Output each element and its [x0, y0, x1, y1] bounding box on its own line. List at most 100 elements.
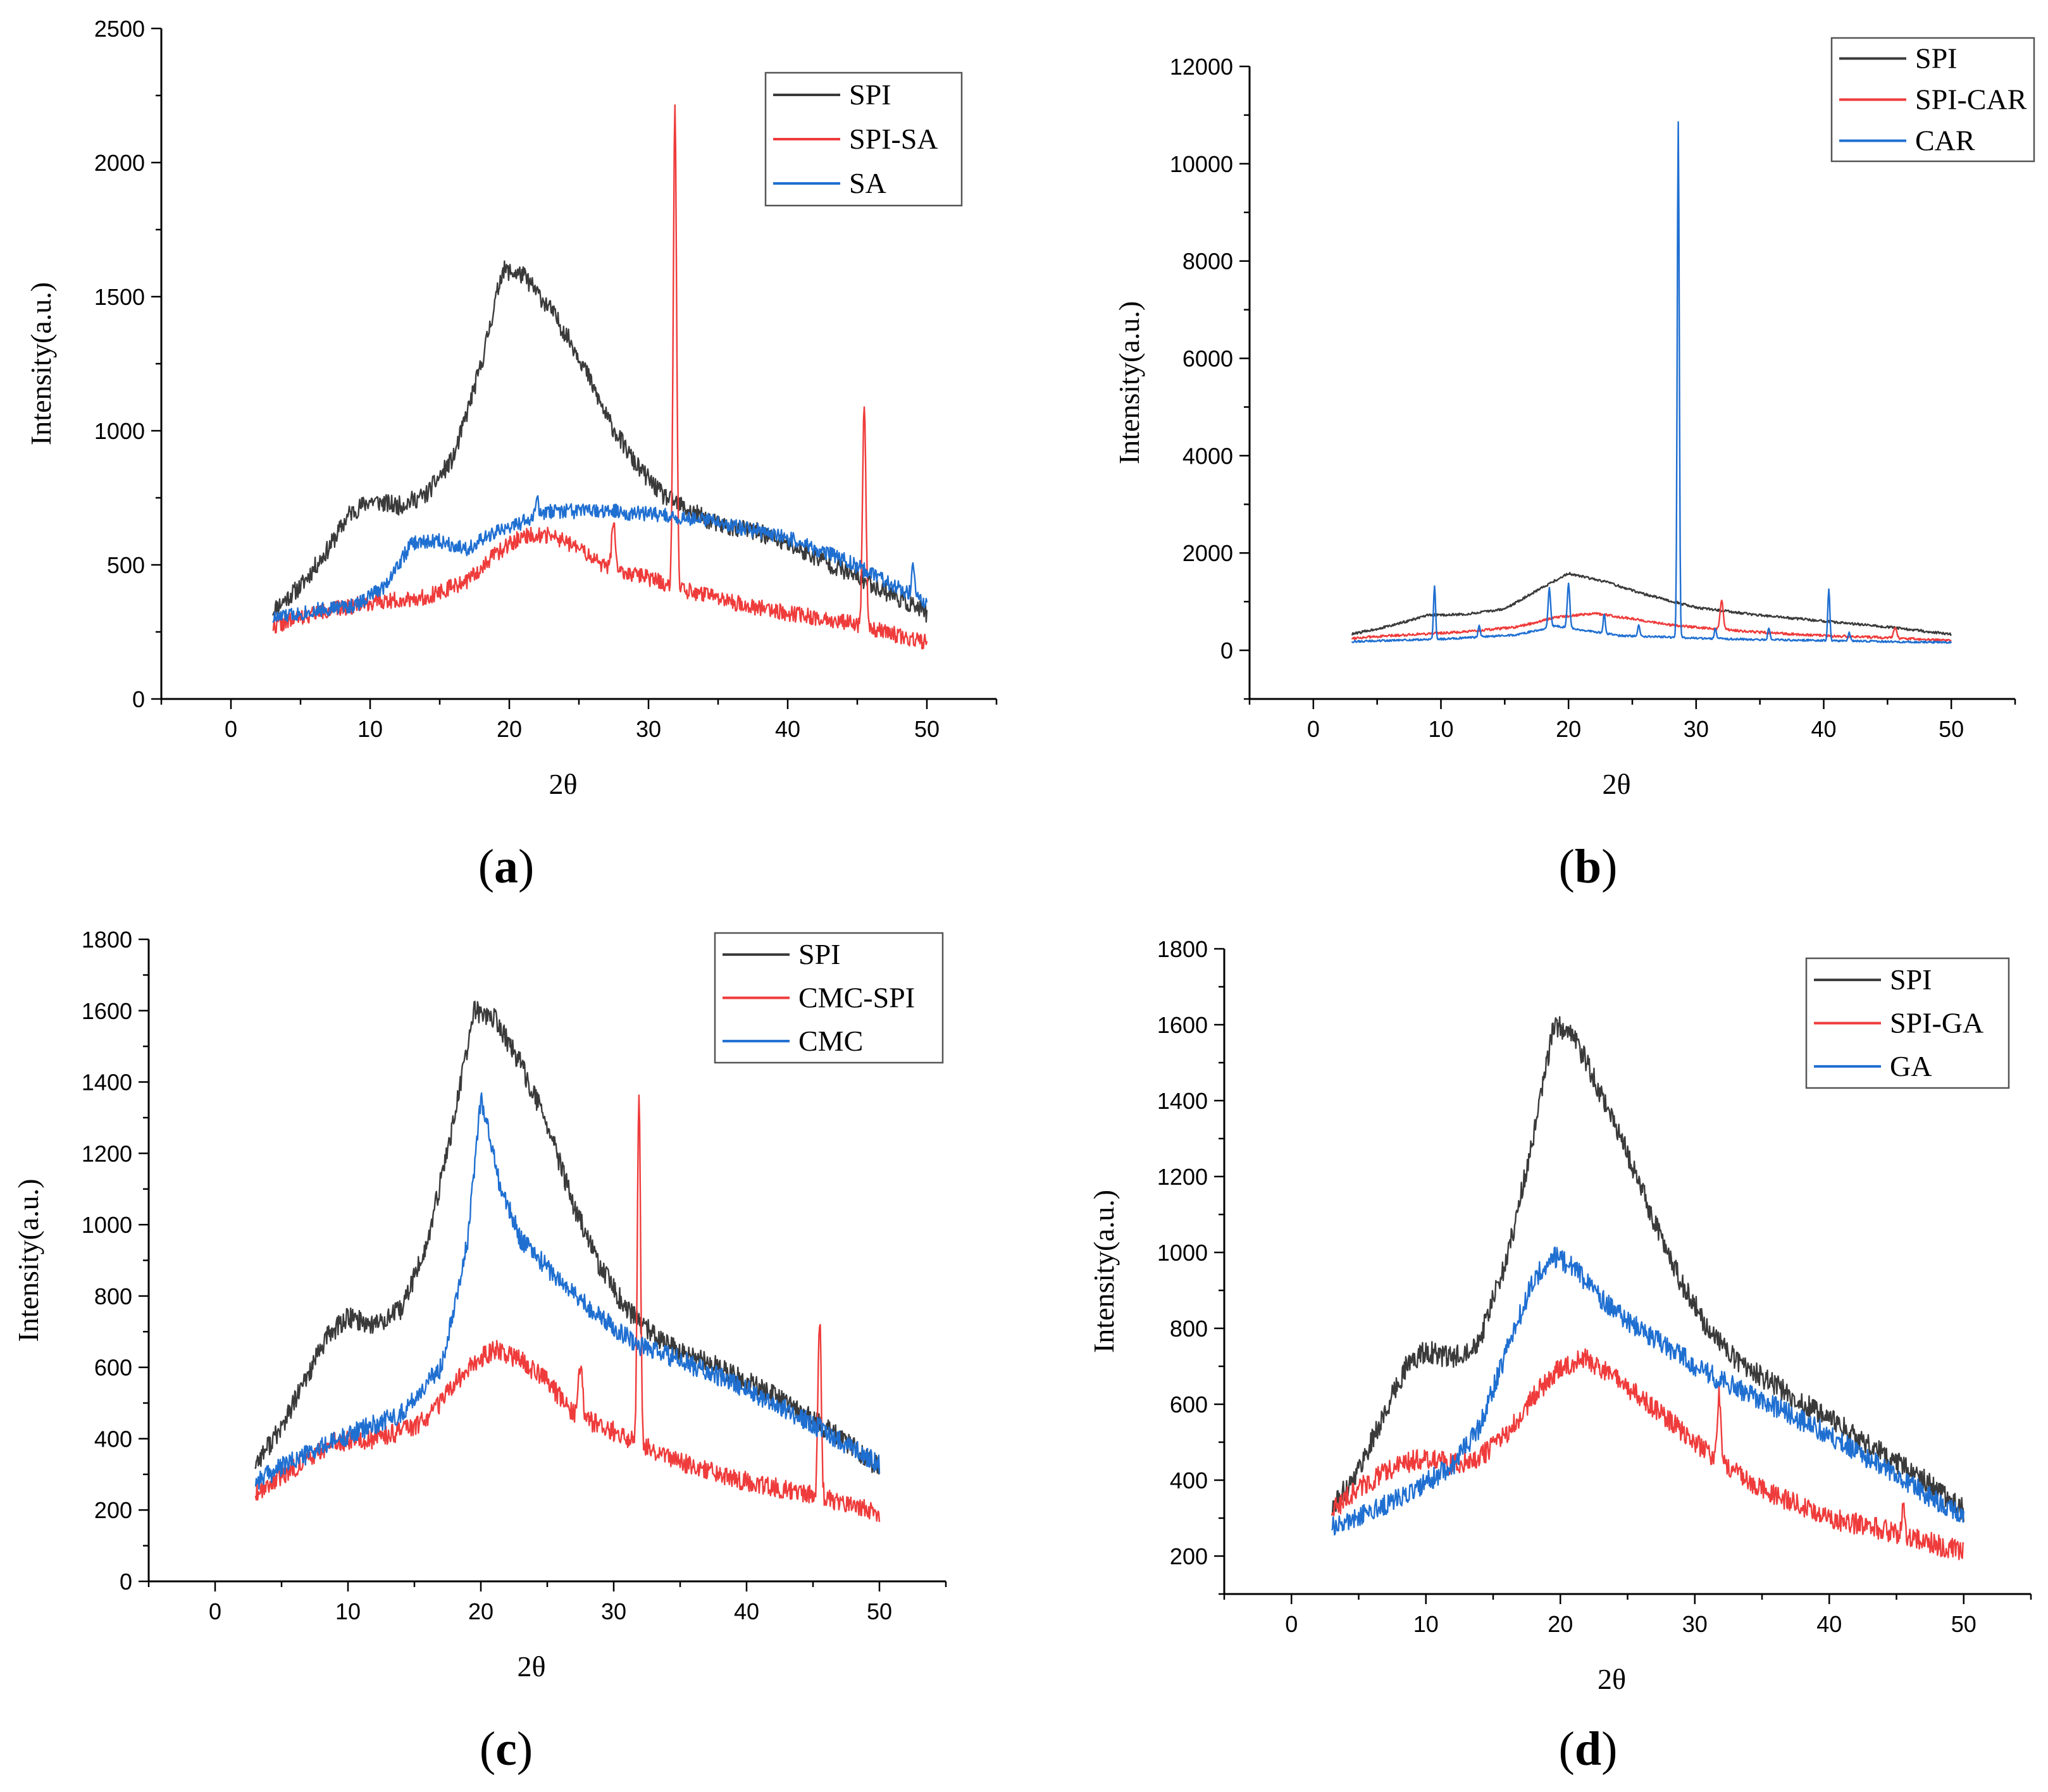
y-tick-label: 400: [1170, 1468, 1208, 1493]
panel-caption: (c): [480, 1722, 533, 1776]
y-tick-label: 1400: [82, 1070, 132, 1096]
y-axis-label: Intensity(a.u.): [1088, 1190, 1120, 1353]
y-tick-label: 2500: [94, 16, 145, 42]
panel-caption: (d): [1559, 1722, 1618, 1776]
x-tick-label: 0: [1307, 716, 1320, 742]
y-tick-label: 1800: [82, 927, 132, 953]
legend-label: CMC: [798, 1025, 863, 1057]
x-tick-label: 30: [601, 1598, 626, 1624]
x-tick-label: 10: [357, 716, 383, 742]
y-tick-label: 1200: [82, 1140, 132, 1166]
y-tick-label: 600: [94, 1355, 132, 1381]
y-tick-label: 1200: [1157, 1164, 1208, 1190]
legend-label: SPI: [849, 78, 891, 111]
panel-caption: (b): [1559, 840, 1618, 893]
panel-c: 0 10 20 30 40 50 0 200 400 600 800 1000 1200 1400 1600…: [12, 927, 947, 1776]
panel-d: 0 10 20 30 40 50 200 400 600 800 1000 1200 1400 1600 1…: [1088, 936, 2032, 1776]
legend: SPI SPI-SA SA: [764, 71, 963, 207]
y-tick-label: 1000: [94, 418, 145, 444]
x-tick-label: 20: [497, 716, 522, 742]
series-group: [1351, 121, 1952, 645]
x-tick-label: 40: [775, 716, 800, 742]
legend-label: CMC-SPI: [798, 982, 915, 1014]
x-axis-label: 2θ: [1598, 1663, 1626, 1695]
y-axis-label: Intensity(a.u.): [25, 282, 57, 445]
legend: SPI CMC-SPI CMC: [714, 932, 944, 1064]
x-axis-label: 2θ: [517, 1650, 545, 1683]
x-tick-label: 50: [914, 716, 940, 742]
series-line-ga: [1331, 1246, 1964, 1536]
series-line-sa: [272, 495, 928, 623]
y-tick-label: 2000: [94, 150, 145, 176]
series-line-spi: [1351, 572, 1952, 636]
x-tick-label: 10: [1428, 716, 1453, 742]
y-tick-label: 1000: [1157, 1240, 1208, 1266]
x-tick-label: 20: [1556, 716, 1581, 742]
panel-a: 0 10 20 30 40 50050010001500200025002θIntensi…: [25, 16, 998, 893]
y-tick-label: 4000: [1182, 443, 1233, 469]
y-tick-label: 500: [107, 552, 145, 578]
x-tick-label: 50: [1939, 716, 1964, 742]
panel-b: 0 10 20 30 40 50 0 2000 4000 6000 8000 10000 12000 2θ…: [1113, 37, 2035, 893]
y-tick-label: 800: [1170, 1316, 1208, 1342]
y-tick-label: 1500: [94, 284, 145, 310]
x-tick-label: 20: [468, 1598, 493, 1624]
y-tick-label: 400: [94, 1426, 132, 1452]
x-tick-label: 50: [1951, 1611, 1977, 1637]
series-line-car: [1351, 121, 1952, 645]
x-tick-label: 0: [209, 1598, 221, 1624]
x-axis-label: 2θ: [1602, 768, 1630, 800]
series-line-cmc: [254, 1092, 881, 1490]
legend-label: SPI-CAR: [1915, 83, 2027, 116]
x-tick-label: 0: [1285, 1611, 1298, 1637]
y-axis-label: Intensity(a.u.): [1113, 301, 1145, 464]
x-tick-label: 40: [1816, 1611, 1842, 1637]
legend-label: CAR: [1915, 125, 1975, 157]
x-tick-label: 40: [1811, 716, 1836, 742]
series-group: [254, 1001, 881, 1523]
x-axis-label: 2θ: [549, 768, 577, 800]
legend: SPI SPI-GA GA: [1805, 957, 2010, 1089]
y-tick-label: 2000: [1182, 540, 1233, 566]
legend-label: SPI: [1890, 963, 1932, 996]
y-tick-label: 800: [94, 1283, 132, 1309]
y-tick-label: 600: [1170, 1392, 1208, 1418]
x-tick-label: 30: [1682, 1611, 1708, 1637]
x-tick-label: 20: [1548, 1611, 1573, 1637]
x-tick-label: 50: [867, 1598, 892, 1624]
y-axis-label: Intensity(a.u.): [12, 1178, 44, 1342]
y-tick-label: 200: [94, 1497, 132, 1523]
y-tick-label: 1400: [1157, 1088, 1208, 1114]
legend-label: SPI-SA: [849, 123, 938, 155]
legend: SPI SPI-CAR CAR: [1830, 37, 2035, 163]
series-group: [1331, 1016, 1964, 1560]
legend-label: SPI-GA: [1890, 1007, 1983, 1039]
y-tick-label: 12000: [1170, 54, 1233, 80]
series-line-spi-car: [1351, 599, 1952, 642]
series-line-spi-ga: [1331, 1348, 1964, 1560]
x-tick-label: 0: [225, 716, 237, 742]
series-line-cmc-spi: [254, 1094, 881, 1523]
series-line-spi: [254, 1001, 880, 1475]
y-tick-label: 10000: [1170, 151, 1233, 177]
x-tick-label: 10: [335, 1598, 361, 1624]
y-tick-label: 6000: [1182, 346, 1233, 372]
series-line-spi: [271, 260, 928, 623]
y-tick-label: 8000: [1182, 249, 1233, 275]
legend-label: SPI: [1915, 42, 1957, 75]
y-tick-label: 200: [1170, 1543, 1208, 1569]
x-tick-label: 10: [1413, 1611, 1439, 1637]
y-tick-label: 1600: [82, 998, 132, 1024]
y-tick-label: 0: [1220, 638, 1233, 664]
series-group: [271, 104, 928, 650]
y-tick-label: 0: [120, 1569, 132, 1595]
y-tick-label: 1000: [82, 1212, 132, 1238]
legend-label: GA: [1890, 1050, 1932, 1082]
y-tick-label: 1600: [1157, 1012, 1208, 1038]
y-tick-label: 1800: [1157, 936, 1208, 962]
y-tick-label: 0: [132, 686, 145, 712]
legend-label: SA: [849, 167, 886, 199]
x-tick-label: 30: [1684, 716, 1709, 742]
x-tick-label: 30: [636, 716, 661, 742]
